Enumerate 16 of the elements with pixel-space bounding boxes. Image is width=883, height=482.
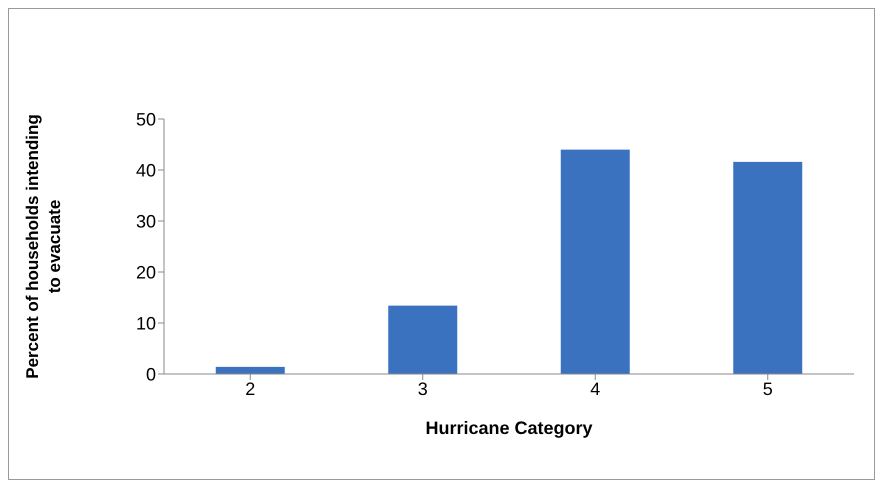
x-tick-label: 3 xyxy=(418,378,428,399)
y-tick-label: 30 xyxy=(136,211,156,232)
y-axis-title: Percent of households intending to evacuate xyxy=(23,114,64,379)
y-tick-label: 50 xyxy=(136,109,156,130)
bar xyxy=(560,150,630,374)
x-tick-label: 5 xyxy=(762,378,773,399)
bar xyxy=(216,366,285,374)
x-tick-label: 2 xyxy=(245,378,256,399)
x-axis-title: Hurricane Category xyxy=(425,418,593,438)
y-tick-label: 40 xyxy=(136,160,156,180)
bar xyxy=(388,306,458,374)
x-tick-label: 4 xyxy=(590,378,600,399)
y-tick-label: 20 xyxy=(136,262,156,282)
bar xyxy=(733,162,802,374)
y-tick-label: 0 xyxy=(146,364,156,384)
y-tick-label: 10 xyxy=(136,313,156,334)
